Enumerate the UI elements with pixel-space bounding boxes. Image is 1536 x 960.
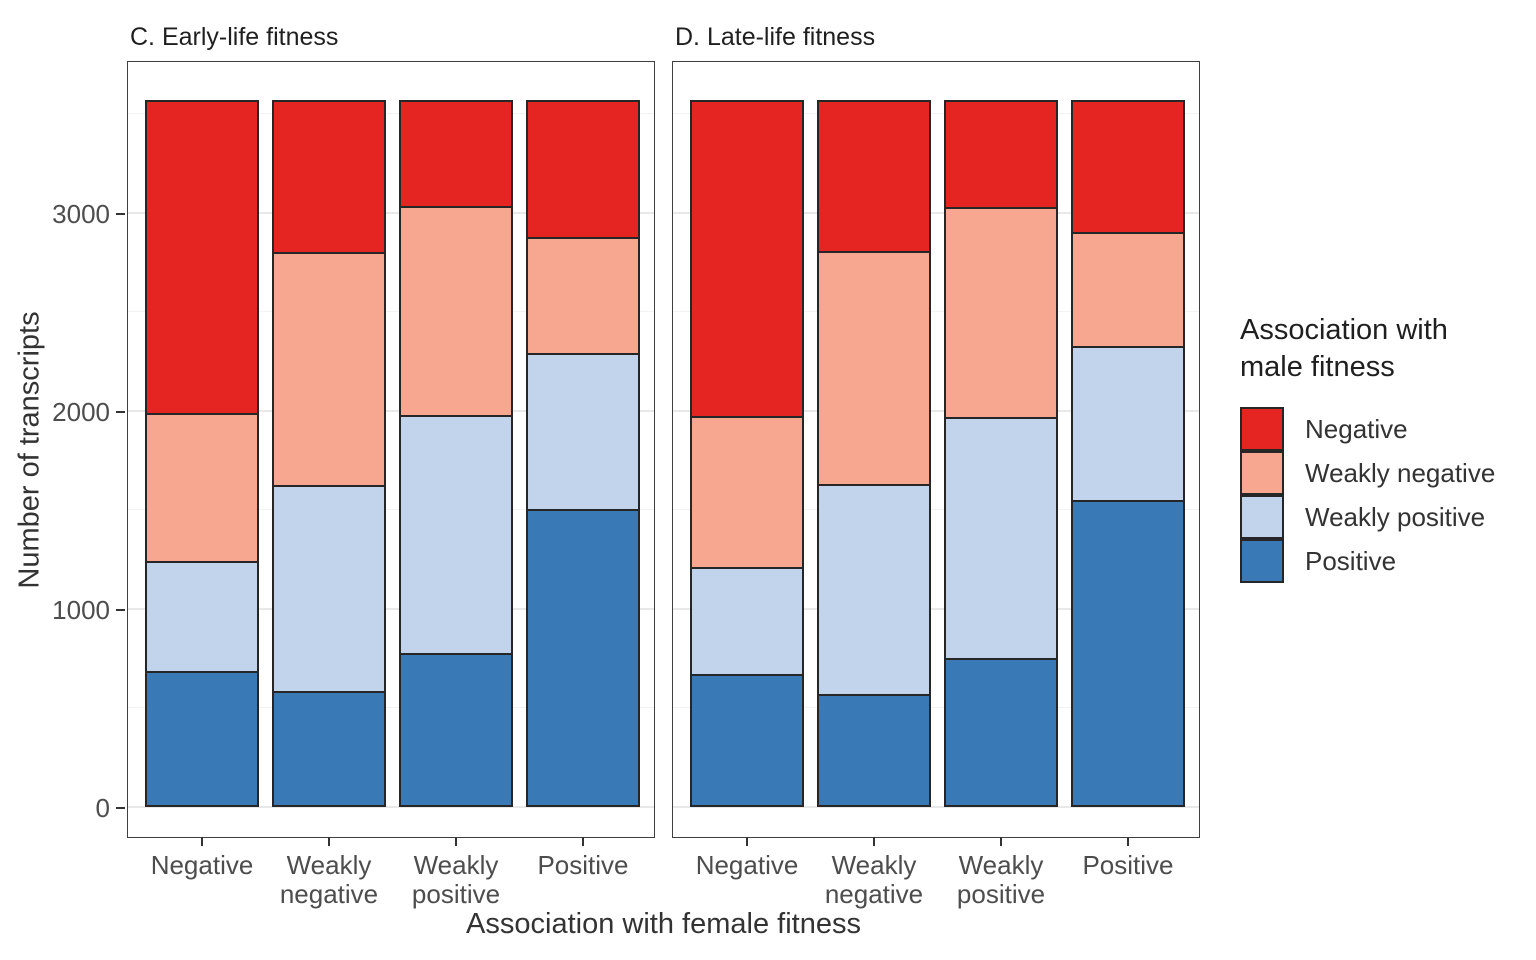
bar-segment-weakly-positive-weakly-negative — [399, 205, 513, 418]
x-tick-label: Positive — [537, 850, 629, 880]
minor-gridline — [128, 509, 654, 510]
x-tick-label: Weakly negative — [824, 850, 924, 909]
panel-late-life-fitness: D. Late-life fitness Negative Weakly negati… — [672, 23, 1200, 909]
legend-label: Positive — [1305, 545, 1397, 576]
major-gridline — [673, 608, 1199, 610]
major-gridline — [673, 806, 1199, 808]
x-axis-tick — [873, 837, 875, 846]
x-axis-tick — [1000, 837, 1002, 846]
bar-segment-positive-weakly-negative — [526, 236, 640, 356]
legend-label: Weakly negative — [1305, 457, 1496, 488]
legend-item-weakly-negative: Weakly negative — [1240, 451, 1536, 495]
major-gridline — [128, 806, 654, 808]
bar-segment-weakly-negative-negative — [272, 100, 386, 255]
bar-segment-weakly-negative-positive — [272, 690, 386, 807]
minor-gridline — [673, 311, 1199, 312]
bar-segment-negative-weakly-positive — [145, 560, 259, 673]
bar-segment-negative-weakly-negative — [145, 412, 259, 563]
y-axis-tick — [116, 807, 125, 809]
legend-label: Weakly positive — [1305, 501, 1486, 532]
legend-items: Negative Weakly negative Weakly positive Po… — [1240, 407, 1536, 583]
bar-segment-negative-negative — [690, 100, 804, 419]
y-tick-label: 1000 — [52, 595, 110, 625]
minor-gridline — [128, 311, 654, 312]
x-tick-label: Weakly negative — [279, 850, 379, 909]
major-gridline — [128, 212, 654, 214]
legend-swatch-icon — [1240, 451, 1284, 495]
bar-segment-positive-weakly-negative — [1071, 231, 1185, 349]
x-axis-title: Association with female fitness — [466, 908, 861, 940]
legend-item-positive: Positive — [1240, 539, 1536, 583]
bar-segment-weakly-negative-weakly-negative — [272, 251, 386, 487]
bar-segment-weakly-positive-positive — [944, 657, 1058, 807]
bar-segment-positive-weakly-positive — [1071, 345, 1185, 502]
y-axis-title: Number of transcripts — [13, 311, 46, 589]
panel-early-life-fitness: C. Early-life fitness Negative Weakly negat… — [127, 23, 655, 909]
legend-swatch-icon — [1240, 495, 1284, 539]
bar-segment-positive-positive — [526, 508, 640, 807]
major-gridline — [128, 410, 654, 412]
x-axis-tick — [1127, 837, 1129, 846]
bar-segment-negative-positive — [145, 670, 259, 807]
y-axis-tick — [116, 411, 125, 413]
bar-segment-weakly-positive-positive — [399, 652, 513, 807]
legend-item-negative: Negative — [1240, 407, 1536, 451]
y-tick-label: 2000 — [52, 397, 110, 427]
x-tick-label: Weakly positive — [956, 850, 1046, 909]
bar-segment-weakly-negative-negative — [817, 100, 931, 254]
minor-gridline — [673, 113, 1199, 114]
major-gridline — [673, 410, 1199, 412]
bar-segment-weakly-negative-weakly-positive — [272, 484, 386, 693]
legend-title: Association with male fitness — [1240, 314, 1448, 383]
x-tick-label: Negative — [150, 850, 254, 880]
legend-label: Negative — [1305, 413, 1408, 444]
bar-segment-weakly-negative-weakly-negative — [817, 250, 931, 486]
bar-segment-weakly-positive-negative — [944, 100, 1058, 209]
minor-gridline — [673, 509, 1199, 510]
x-axis-tick — [201, 837, 203, 846]
bar-segment-negative-positive — [690, 673, 804, 807]
bar-segment-positive-negative — [1071, 100, 1185, 235]
bar-segment-weakly-negative-weakly-positive — [817, 483, 931, 696]
y-tick-label: 3000 — [52, 199, 110, 229]
bar-segment-positive-weakly-positive — [526, 352, 640, 511]
bar-segment-weakly-negative-positive — [817, 693, 931, 807]
bar-segment-positive-negative — [526, 100, 640, 240]
panel-title: D. Late-life fitness — [675, 23, 876, 51]
legend-swatch-icon — [1240, 539, 1284, 583]
x-axis-tick — [746, 837, 748, 846]
y-axis-tick — [116, 609, 125, 611]
bar-segment-negative-negative — [145, 100, 259, 415]
bar-segment-weakly-positive-weakly-positive — [944, 416, 1058, 661]
panel-title: C. Early-life fitness — [130, 23, 339, 51]
x-tick-label: Positive — [1082, 850, 1174, 880]
y-tick-label: 0 — [95, 793, 110, 823]
y-axis-tick — [116, 213, 125, 215]
x-tick-label: Negative — [695, 850, 799, 880]
bar-segment-positive-positive — [1071, 499, 1185, 807]
minor-gridline — [128, 113, 654, 114]
bar-segment-weakly-positive-weakly-negative — [944, 206, 1058, 420]
bar-segment-negative-weakly-negative — [690, 415, 804, 569]
major-gridline — [673, 212, 1199, 214]
x-axis-tick — [582, 837, 584, 846]
minor-gridline — [128, 707, 654, 708]
legend: Association with male fitness Negative We… — [1240, 312, 1536, 583]
x-tick-label: Weakly positive — [411, 850, 501, 909]
x-axis-tick — [455, 837, 457, 846]
minor-gridline — [673, 707, 1199, 708]
major-gridline — [128, 608, 654, 610]
x-axis-tick — [328, 837, 330, 846]
bar-segment-weakly-positive-negative — [399, 100, 513, 208]
legend-item-weakly-positive: Weakly positive — [1240, 495, 1536, 539]
bar-segment-negative-weakly-positive — [690, 566, 804, 676]
bar-segment-weakly-positive-weakly-positive — [399, 414, 513, 656]
legend-swatch-icon — [1240, 407, 1284, 451]
